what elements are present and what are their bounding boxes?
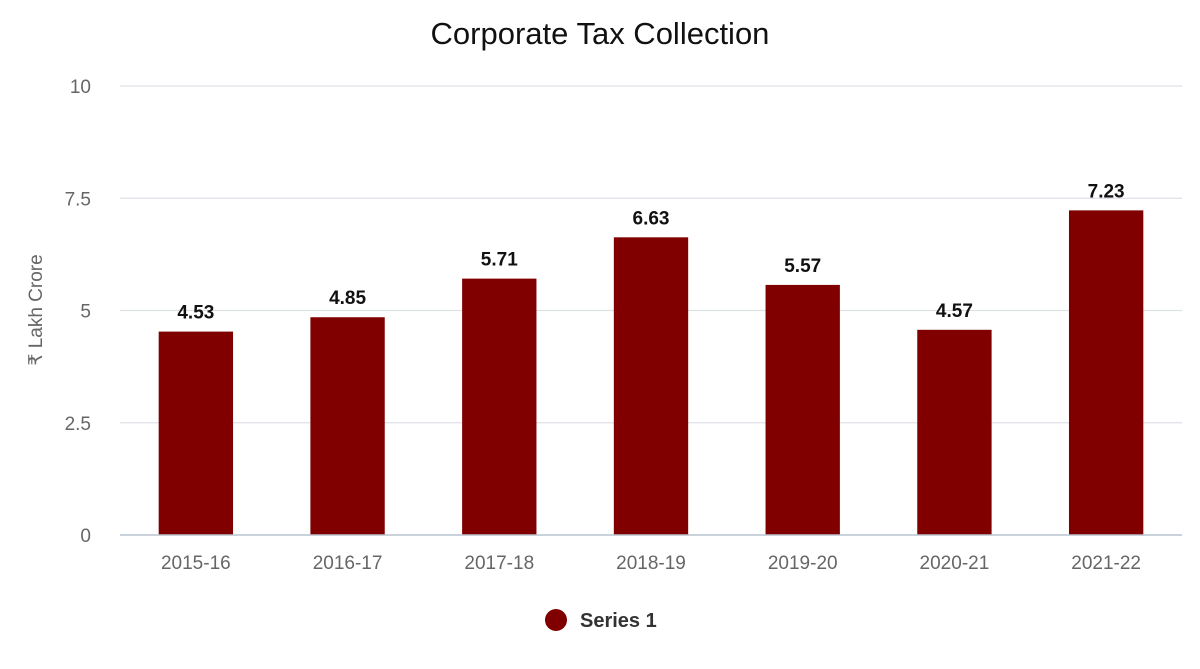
data-label-2015-16: 4.53 [177, 303, 214, 324]
data-label-2020-21: 4.57 [936, 301, 973, 322]
data-label-2018-19: 6.63 [633, 208, 670, 229]
data-labels: 4.53 4.85 5.71 6.63 5.57 4.57 7.23 [177, 181, 1124, 323]
y-tick-label: 2.5 [65, 414, 91, 435]
bar-2015-16 [158, 331, 234, 535]
data-label-2017-18: 5.71 [481, 250, 518, 271]
x-tick-label-2021-22: 2021-22 [1071, 553, 1141, 574]
y-tick-label: 10 [70, 77, 91, 98]
chart-title: Corporate Tax Collection [431, 16, 770, 51]
data-label-2016-17: 4.85 [329, 288, 366, 309]
x-tick-label-2020-21: 2020-21 [920, 553, 990, 574]
y-axis-label: ₹ Lakh Crore [26, 254, 47, 365]
x-tick-label-2018-19: 2018-19 [616, 553, 686, 574]
x-tick-label-2015-16: 2015-16 [161, 553, 231, 574]
x-tick-label-2017-18: 2017-18 [464, 553, 534, 574]
bar-2020-21 [917, 329, 992, 535]
bars [158, 210, 1144, 536]
bar-2021-22 [1068, 210, 1144, 536]
y-axis-ticks: 0 2.5 5 7.5 10 [65, 77, 91, 547]
legend-marker-series-1 [545, 609, 567, 631]
bar-2018-19 [613, 237, 689, 536]
bar-2017-18 [462, 278, 537, 535]
bar-2019-20 [765, 284, 840, 535]
y-tick-label: 0 [80, 526, 91, 547]
bar-2016-17 [310, 317, 385, 535]
data-label-2019-20: 5.57 [784, 256, 821, 277]
legend-label-series-1: Series 1 [580, 610, 657, 632]
y-tick-label: 7.5 [65, 189, 91, 210]
x-axis-ticks: 2015-16 2016-17 2017-18 2018-19 2019-20 2020-… [161, 553, 1141, 574]
data-label-2021-22: 7.23 [1088, 181, 1125, 202]
x-tick-label-2016-17: 2016-17 [313, 553, 383, 574]
x-tick-label-2019-20: 2019-20 [768, 553, 838, 574]
y-tick-label: 5 [80, 302, 91, 323]
legend: Series 1 [545, 609, 657, 632]
